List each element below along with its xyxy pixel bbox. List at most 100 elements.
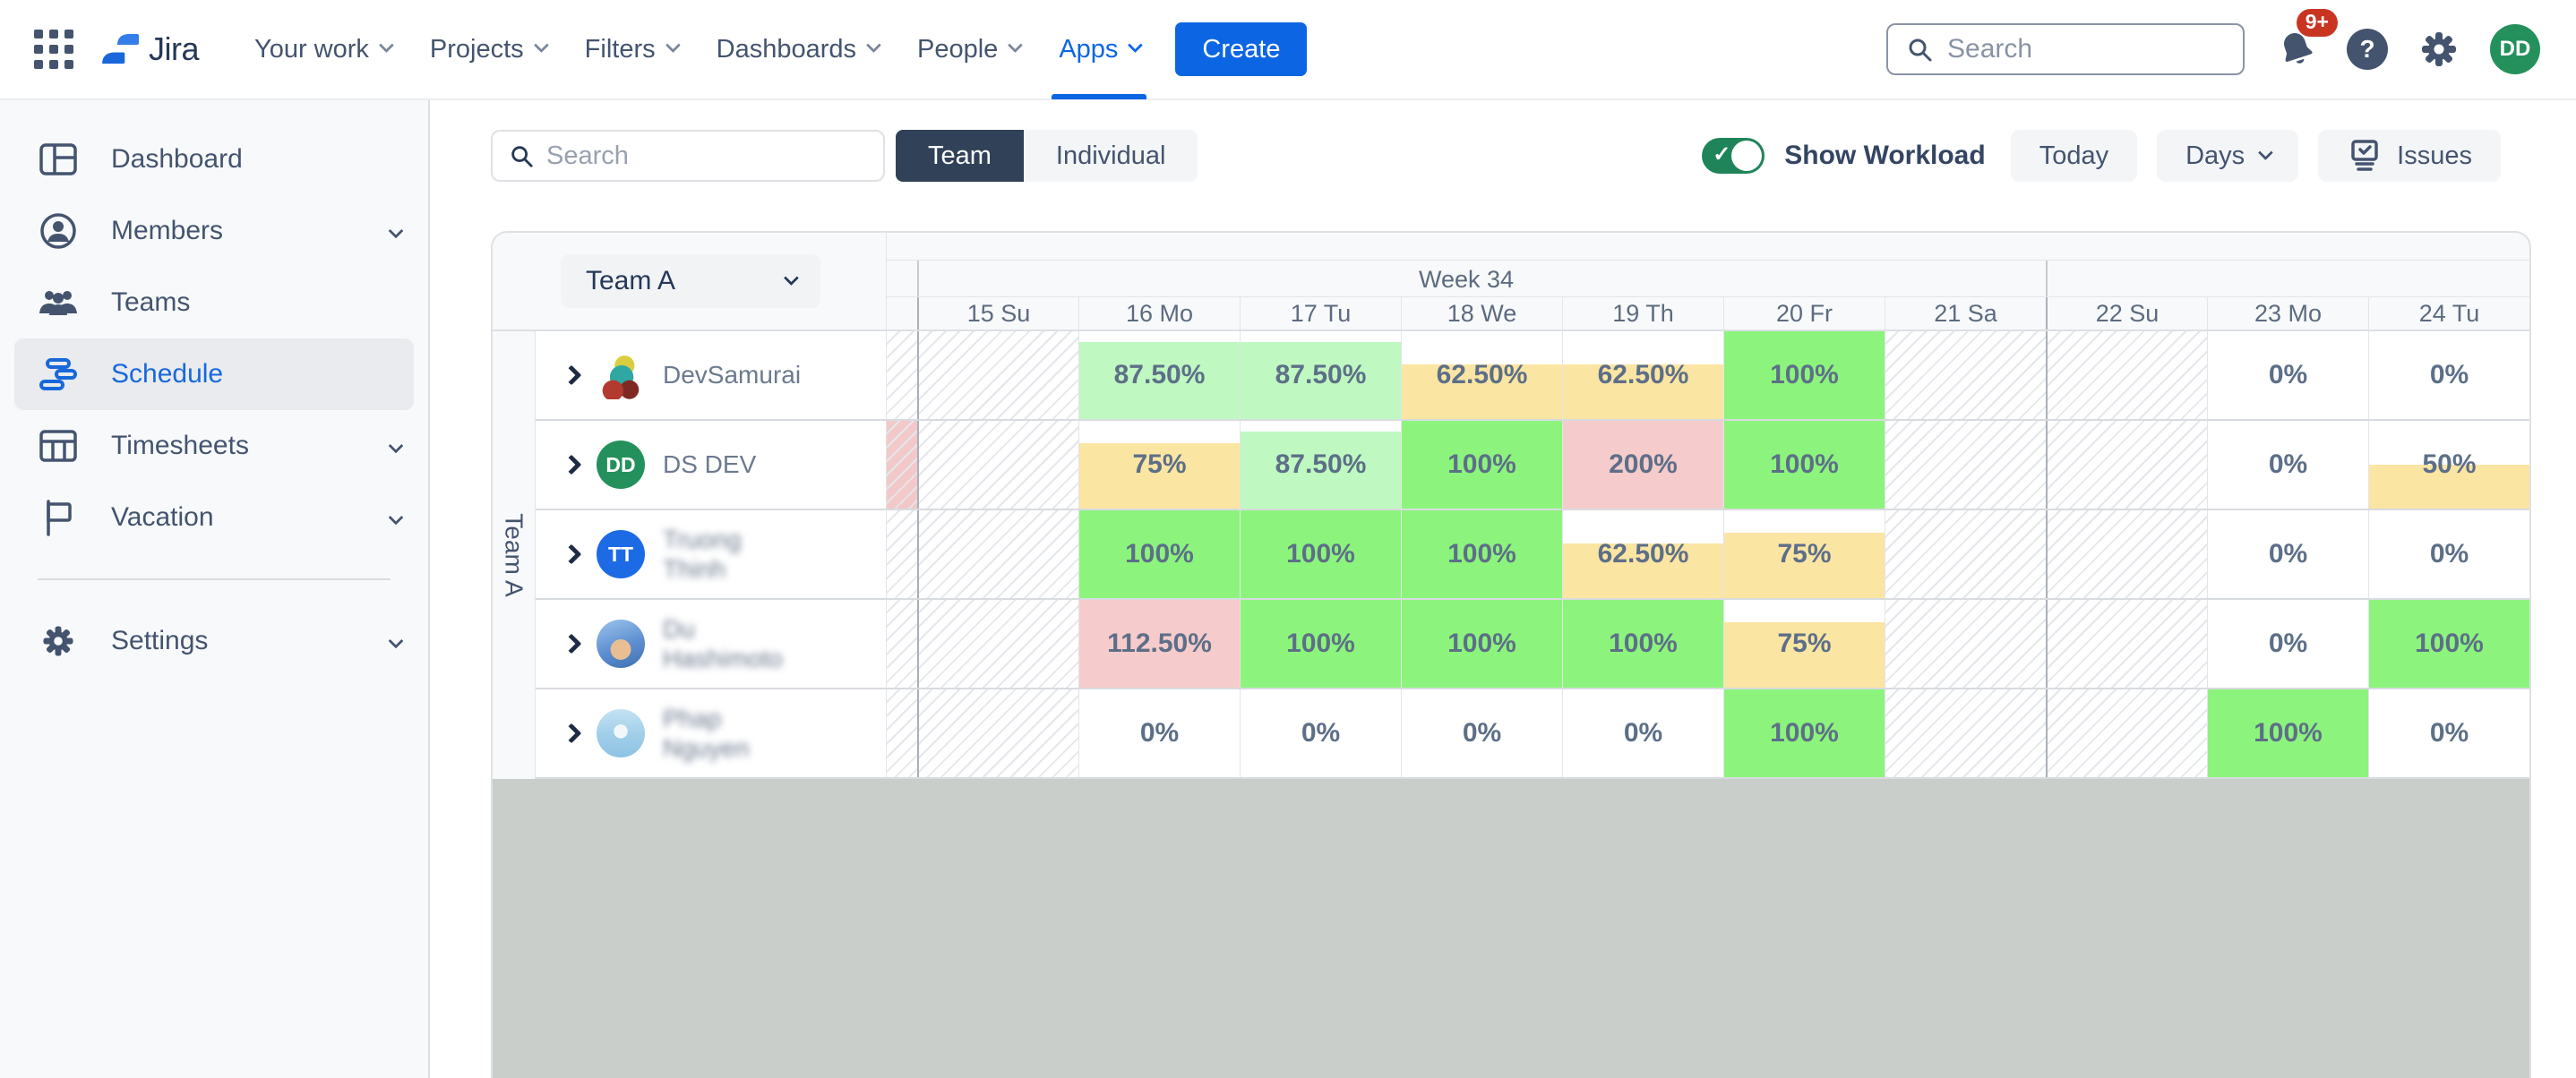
workload-cell[interactable]: 200% xyxy=(1562,421,1723,509)
issues-button[interactable]: Issues xyxy=(2318,130,2501,182)
gear-icon xyxy=(2422,32,2456,66)
workload-fill xyxy=(1241,342,1401,419)
member-search[interactable] xyxy=(491,130,885,182)
workload-cell[interactable]: 100% xyxy=(1723,421,1885,509)
workload-value: 100% xyxy=(1125,539,1194,569)
team-selector[interactable]: Team A xyxy=(561,254,820,308)
schedule-header: Team A Week 34 15 Su 16 Mo 17 Tu 18 We 19 Th… xyxy=(493,233,2529,331)
workload-cell[interactable]: 100% xyxy=(1401,510,1562,598)
workload-cell[interactable]: 0% xyxy=(2368,510,2529,598)
workload-cell[interactable]: 0% xyxy=(2207,331,2368,419)
workload-cell[interactable]: 62.50% xyxy=(1562,331,1723,419)
nav-item-projects[interactable]: Projects xyxy=(410,0,565,99)
workload-fill xyxy=(1724,421,1885,509)
view-tab-team[interactable]: Team xyxy=(896,130,1024,182)
workload-value: 87.50% xyxy=(1113,360,1206,389)
workload-cell[interactable]: 100% xyxy=(1562,600,1723,688)
member-name-cell[interactable]: DevSamurai xyxy=(536,331,887,419)
expand-chevron-icon[interactable] xyxy=(561,364,582,386)
workload-cell[interactable]: 112.50% xyxy=(1078,600,1240,688)
workload-cell[interactable]: 0% xyxy=(1562,689,1723,777)
weekend-cell xyxy=(917,510,1078,598)
expand-chevron-icon[interactable] xyxy=(561,723,582,744)
workload-cell[interactable]: 100% xyxy=(1723,331,1885,419)
workload-cell[interactable]: 100% xyxy=(1401,421,1562,509)
member-cells: 100% 100% 100% 62.50% 75% 0% 0% xyxy=(887,510,2529,598)
member-row: Du Hashimoto 112.50% 100% 100% 100% 75% 0% 100% xyxy=(493,600,2529,689)
sidebar-item-settings[interactable]: Settings xyxy=(0,605,428,677)
workload-cell[interactable]: 75% xyxy=(1078,421,1240,509)
workload-cell[interactable]: 100% xyxy=(2207,689,2368,777)
nav-search-input[interactable] xyxy=(1947,34,2225,64)
workload-cell[interactable]: 100% xyxy=(1078,510,1240,598)
sidebar-item-dashboard[interactable]: Dashboard xyxy=(0,124,428,195)
workload-value: 100% xyxy=(1447,539,1516,569)
member-name-cell[interactable]: Du Hashimoto xyxy=(536,600,887,688)
nav-item-label: Projects xyxy=(429,34,524,64)
settings-gear-button[interactable] xyxy=(2418,29,2460,70)
show-workload-toggle[interactable]: ✓ xyxy=(1702,138,1765,174)
workload-cell[interactable]: 0% xyxy=(1078,689,1240,777)
workload-cell[interactable]: 0% xyxy=(2207,421,2368,509)
sidebar-item-timesheets[interactable]: Timesheets xyxy=(0,410,428,482)
workload-cell[interactable]: 62.50% xyxy=(1562,510,1723,598)
workload-value: 87.50% xyxy=(1275,449,1367,479)
sidebar-item-vacation[interactable]: Vacation xyxy=(0,482,428,553)
workload-cell[interactable]: 75% xyxy=(1723,600,1885,688)
workload-cell[interactable]: 0% xyxy=(2207,600,2368,688)
workload-cell[interactable]: 50% xyxy=(2368,421,2529,509)
workload-value: 0% xyxy=(1301,718,1341,748)
member-name-cell[interactable]: Phap Nguyen xyxy=(536,689,887,777)
workload-cell[interactable]: 100% xyxy=(2368,600,2529,688)
sidebar-item-teams[interactable]: Teams xyxy=(0,267,428,338)
app-switcher-icon[interactable] xyxy=(34,30,73,69)
workload-cell[interactable]: 87.50% xyxy=(1240,331,1401,419)
member-search-input[interactable] xyxy=(546,141,867,171)
workload-cell[interactable]: 0% xyxy=(2207,510,2368,598)
workload-fill xyxy=(1241,432,1401,509)
workload-fill xyxy=(1724,689,1885,777)
expand-chevron-icon[interactable] xyxy=(561,454,582,475)
workload-cell[interactable]: 62.50% xyxy=(1401,331,1562,419)
workload-cell[interactable]: 0% xyxy=(1240,689,1401,777)
overflow-cell xyxy=(887,689,917,777)
chevron-down-icon xyxy=(865,38,881,54)
member-name-cell[interactable]: DD DS DEV xyxy=(536,421,887,509)
notifications-button[interactable]: 9+ xyxy=(2277,9,2338,70)
workload-cell[interactable]: 87.50% xyxy=(1240,421,1401,509)
workload-cell[interactable]: 87.50% xyxy=(1078,331,1240,419)
nav-item-apps[interactable]: Apps xyxy=(1039,0,1159,99)
workload-cell[interactable]: 100% xyxy=(1240,510,1401,598)
workload-cell[interactable]: 100% xyxy=(1401,600,1562,688)
help-button[interactable]: ? xyxy=(2347,29,2388,70)
view-tab-individual[interactable]: Individual xyxy=(1023,130,1198,182)
days-dropdown[interactable]: Days xyxy=(2157,130,2299,182)
member-name-cell[interactable]: TT Truong Thinh xyxy=(536,510,887,598)
member-name: DS DEV xyxy=(663,450,757,479)
weekend-cell xyxy=(917,331,1078,419)
nav-item-label: People xyxy=(917,34,999,64)
workload-fill xyxy=(1079,510,1240,598)
nav-item-label: Your work xyxy=(254,34,369,64)
expand-chevron-icon[interactable] xyxy=(561,633,582,654)
nav-search[interactable] xyxy=(1886,23,2245,75)
workload-cell[interactable]: 0% xyxy=(2368,331,2529,419)
nav-item-your-work[interactable]: Your work xyxy=(235,0,410,99)
today-button[interactable]: Today xyxy=(2010,130,2138,182)
sidebar-item-schedule[interactable]: Schedule xyxy=(14,338,414,410)
workload-cell[interactable]: 100% xyxy=(1240,600,1401,688)
workload-cell[interactable]: 0% xyxy=(1401,689,1562,777)
workload-cell[interactable]: 75% xyxy=(1723,510,1885,598)
nav-item-filters[interactable]: Filters xyxy=(565,0,697,99)
create-button[interactable]: Create xyxy=(1175,22,1308,76)
workload-cell[interactable]: 0% xyxy=(2368,689,2529,777)
jira-logo[interactable]: Jira xyxy=(100,29,200,70)
sidebar-item-members[interactable]: Members xyxy=(0,195,428,267)
nav-item-dashboards[interactable]: Dashboards xyxy=(697,0,897,99)
expand-chevron-icon[interactable] xyxy=(561,543,582,565)
chevron-down-icon xyxy=(388,633,404,649)
workload-cell[interactable]: 100% xyxy=(1723,689,1885,777)
user-avatar[interactable]: DD xyxy=(2490,24,2540,74)
day-header: 21 Sa xyxy=(1885,297,2046,329)
nav-item-people[interactable]: People xyxy=(897,0,1039,99)
